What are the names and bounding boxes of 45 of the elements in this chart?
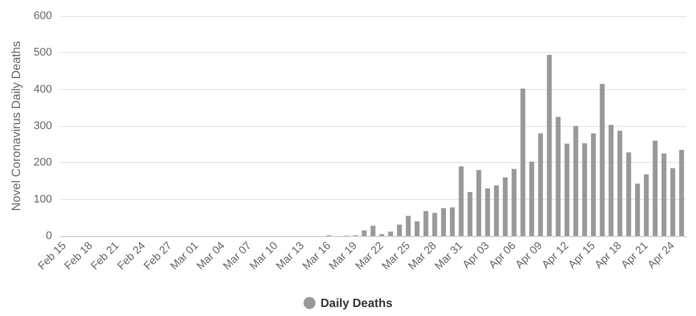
bar [529, 162, 534, 236]
bar [591, 133, 596, 236]
bar [397, 224, 402, 236]
bar [512, 168, 516, 236]
y-tick-label: 500 [34, 46, 52, 59]
bar [423, 211, 428, 236]
y-tick-label: 300 [34, 120, 52, 132]
bar [617, 130, 622, 236]
bar [520, 88, 526, 236]
bar [502, 177, 508, 236]
y-axis-title: Novel Coronavirus Daily Deaths [9, 40, 23, 212]
bar [538, 133, 543, 236]
bar [652, 140, 658, 236]
bar [626, 152, 632, 236]
bar [582, 143, 588, 236]
bar [644, 174, 649, 236]
bar [450, 207, 455, 236]
y-tick-label: 400 [34, 83, 52, 96]
bar [432, 212, 438, 236]
y-tick-label: 100 [34, 193, 52, 206]
bar [564, 144, 570, 236]
bar [600, 84, 605, 236]
bar [485, 188, 490, 236]
bar [679, 150, 684, 236]
bar [662, 154, 666, 236]
y-tick-label: 200 [34, 156, 52, 169]
y-tick-label: 0 [46, 230, 52, 242]
bar [468, 192, 472, 236]
bar [388, 232, 394, 236]
bar [458, 166, 464, 236]
y-tick-label: 600 [34, 10, 52, 22]
bar [441, 208, 446, 236]
bar [573, 126, 578, 236]
bar [670, 168, 676, 236]
bar [635, 184, 640, 236]
bar [370, 226, 376, 236]
bar [608, 124, 614, 236]
bar [406, 216, 411, 236]
bar [494, 185, 499, 236]
bar [414, 221, 420, 236]
bar [546, 54, 552, 236]
legend-label: Daily Deaths [320, 296, 393, 310]
bar [476, 170, 482, 236]
bar [362, 230, 367, 236]
bar [556, 116, 561, 236]
